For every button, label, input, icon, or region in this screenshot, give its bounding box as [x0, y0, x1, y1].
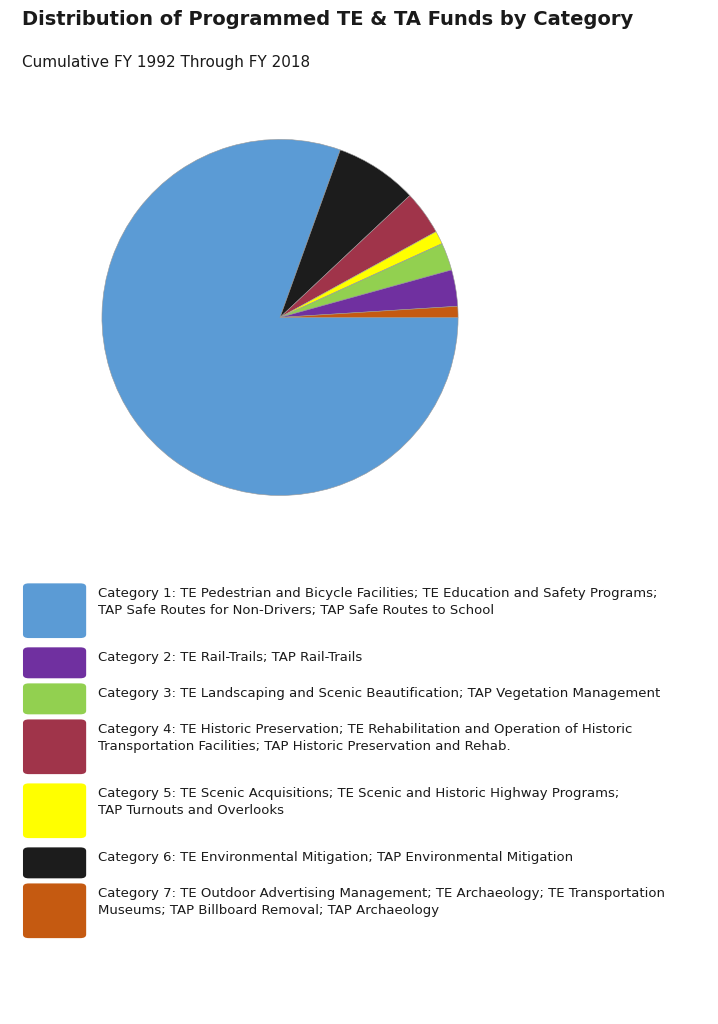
- Wedge shape: [280, 150, 410, 317]
- FancyBboxPatch shape: [23, 884, 86, 938]
- Wedge shape: [280, 231, 442, 317]
- Wedge shape: [102, 139, 458, 496]
- Text: Category 7: TE Outdoor Advertising Management; TE Archaeology; TE Transportation: Category 7: TE Outdoor Advertising Manag…: [98, 887, 666, 918]
- FancyBboxPatch shape: [23, 683, 86, 715]
- Text: Category 4: TE Historic Preservation; TE Rehabilitation and Operation of Histori: Category 4: TE Historic Preservation; TE…: [98, 723, 633, 753]
- Text: Category 2: TE Rail-Trails; TAP Rail-Trails: Category 2: TE Rail-Trails; TAP Rail-Tra…: [98, 651, 363, 664]
- Text: Distribution of Programmed TE & TA Funds by Category: Distribution of Programmed TE & TA Funds…: [22, 10, 633, 30]
- FancyBboxPatch shape: [23, 783, 86, 838]
- Text: Category 5: TE Scenic Acquisitions; TE Scenic and Historic Highway Programs;
TAP: Category 5: TE Scenic Acquisitions; TE S…: [98, 787, 620, 817]
- FancyBboxPatch shape: [23, 584, 86, 638]
- Text: Category 3: TE Landscaping and Scenic Beautification; TAP Vegetation Management: Category 3: TE Landscaping and Scenic Be…: [98, 687, 661, 700]
- Text: Category 6: TE Environmental Mitigation; TAP Environmental Mitigation: Category 6: TE Environmental Mitigation;…: [98, 851, 574, 864]
- FancyBboxPatch shape: [23, 647, 86, 678]
- Text: Category 1: TE Pedestrian and Bicycle Facilities; TE Education and Safety Progra: Category 1: TE Pedestrian and Bicycle Fa…: [98, 587, 658, 616]
- FancyBboxPatch shape: [23, 848, 86, 879]
- Wedge shape: [280, 270, 458, 317]
- Wedge shape: [280, 306, 458, 317]
- Wedge shape: [280, 196, 436, 317]
- FancyBboxPatch shape: [23, 720, 86, 774]
- Wedge shape: [280, 244, 452, 317]
- Text: Cumulative FY 1992 Through FY 2018: Cumulative FY 1992 Through FY 2018: [22, 55, 309, 71]
